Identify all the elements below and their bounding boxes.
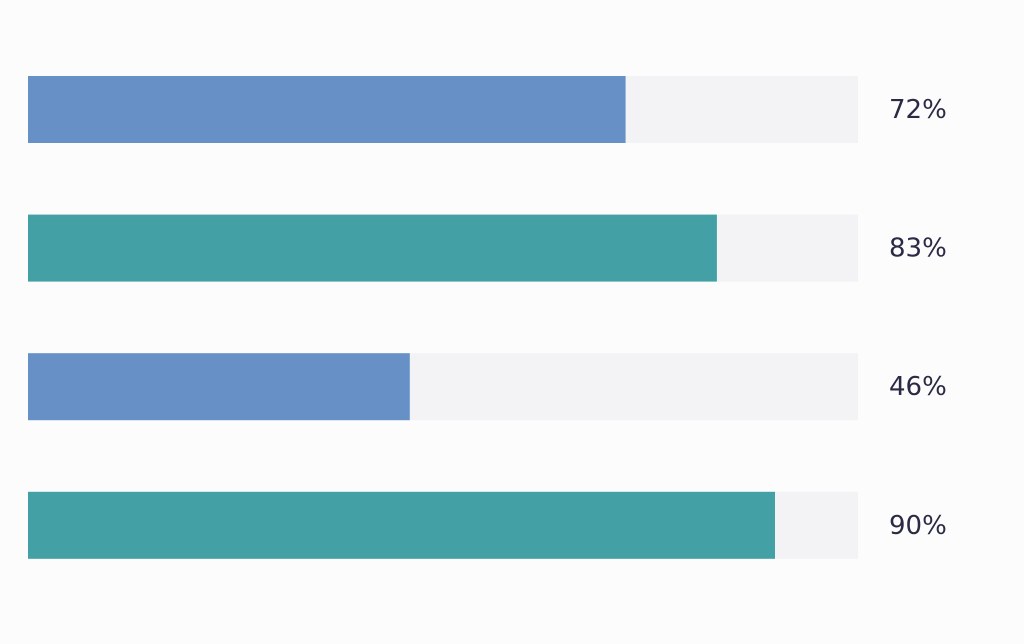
value-label: 72% [889,95,947,125]
progress-bar [28,214,717,282]
value-label: 90% [889,511,947,541]
progress-bar [28,491,775,559]
progress-bar [28,76,626,143]
value-label: 46% [889,372,947,402]
progress-bar [28,353,410,421]
value-label: 83% [889,234,947,264]
